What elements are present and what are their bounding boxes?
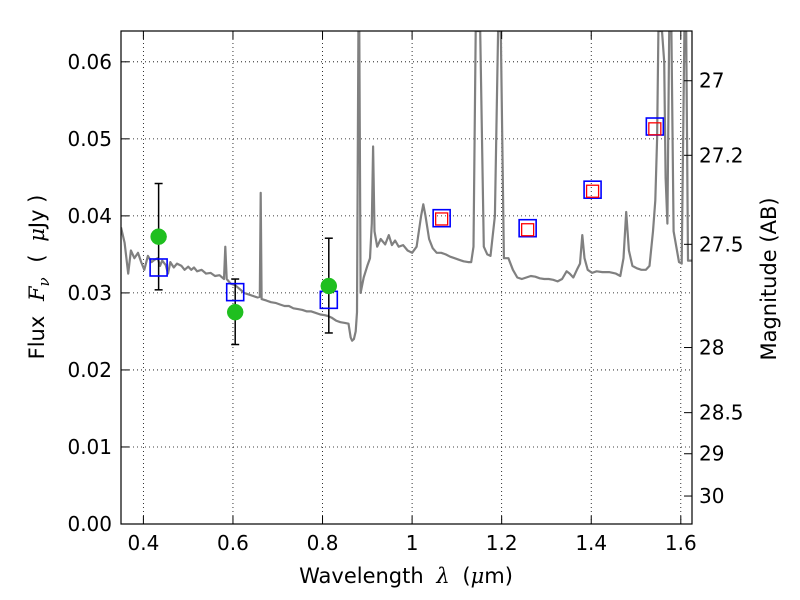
y-tick-label: 0.06 <box>67 50 112 74</box>
y-axis-ticks: 0.00 0.01 0.02 0.03 0.04 0.05 0.06 <box>67 50 129 536</box>
model-flux-square <box>518 218 537 238</box>
x-tick-label: 1.6 <box>665 531 697 555</box>
y2-tick-label: 28.5 <box>699 401 744 425</box>
x-axis-label: Wavelength λ (μm) <box>299 564 513 588</box>
spectrum-line <box>121 31 692 342</box>
y-axis-label: Flux Fν ( μJy ) <box>25 195 54 360</box>
y2-tick-label: 28 <box>699 336 724 360</box>
x-tick-label: 1.2 <box>486 531 518 555</box>
predicted-flux-square <box>435 212 449 226</box>
x-axis-mu: μ <box>471 564 485 588</box>
y-tick-label: 0.04 <box>67 204 112 228</box>
plot-frame <box>120 30 693 525</box>
x-tick-label: 1 <box>406 531 419 555</box>
observed-flux-point <box>226 303 244 321</box>
x-tick-label: 0.6 <box>217 531 249 555</box>
y-tick-label: 0.03 <box>67 281 112 305</box>
x-axis-ticks: 0.4 0.6 0.8 1 1.2 1.4 1.6 <box>127 31 697 555</box>
y-axis-symbol: F <box>25 285 49 302</box>
y-tick-label: 0.02 <box>67 358 112 382</box>
y2-tick-label: 27.5 <box>699 232 744 256</box>
y-tick-label: 0.00 <box>67 512 112 536</box>
y2-tick-label: 27.2 <box>699 143 744 167</box>
model-flux-square <box>225 282 245 302</box>
y2-axis-ticks: 27 27.2 27.5 28 28.5 29 30 <box>684 69 744 508</box>
x-tick-label: 0.8 <box>307 531 339 555</box>
x-tick-label: 0.4 <box>127 531 159 555</box>
observed-flux-point <box>320 277 338 295</box>
y-axis-mu: μ <box>25 228 49 242</box>
predicted-flux-square <box>648 122 662 136</box>
x-tick-label: 1.4 <box>575 531 607 555</box>
y-tick-label: 0.01 <box>67 435 112 459</box>
model-flux-square <box>432 208 451 228</box>
y-tick-label: 0.05 <box>67 127 112 151</box>
x-axis-symbol: λ <box>435 564 449 588</box>
y2-tick-label: 27 <box>699 69 724 93</box>
model-flux-square <box>149 258 168 277</box>
model-flux-square <box>583 180 602 199</box>
predicted-flux-square <box>585 184 600 198</box>
y2-tick-label: 30 <box>699 484 724 508</box>
grid-lines <box>121 31 692 525</box>
predicted-flux-square <box>520 223 535 237</box>
y-axis-subscript: ν <box>35 277 53 286</box>
plot-area <box>121 31 692 346</box>
y2-axis-label: Magnitude (AB) <box>757 197 781 360</box>
observed-flux-point <box>150 228 167 245</box>
y2-tick-label: 29 <box>699 442 724 466</box>
